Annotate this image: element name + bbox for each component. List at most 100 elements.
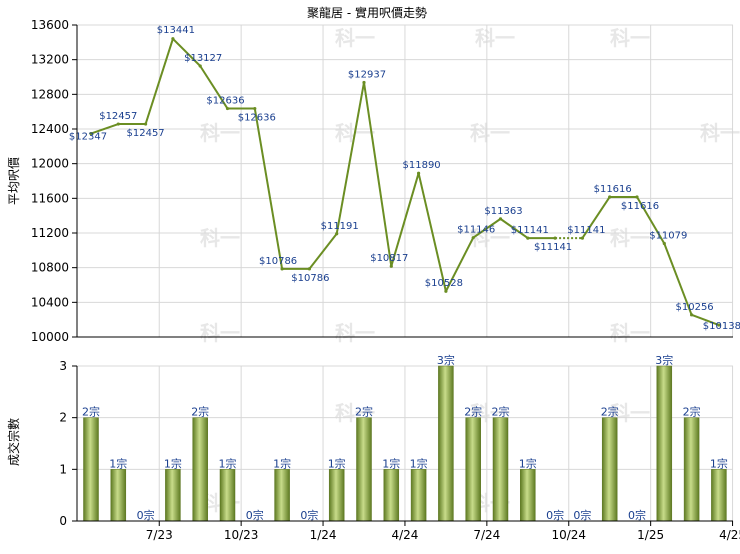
bottom-y-tick-label: 3 bbox=[59, 359, 67, 373]
line-point bbox=[580, 236, 585, 240]
bar bbox=[683, 417, 700, 522]
top-y-tick-label: 12800 bbox=[31, 87, 69, 101]
bar-label: 2宗 bbox=[355, 405, 373, 419]
point-label: $11146 bbox=[457, 225, 495, 236]
point-label: $11363 bbox=[484, 206, 522, 217]
bar-label: 2宗 bbox=[464, 405, 482, 419]
x-tick-label: 10/23 bbox=[224, 528, 259, 542]
bar bbox=[274, 469, 290, 522]
bar-label: 0宗 bbox=[300, 508, 318, 522]
top-y-tick-label: 13600 bbox=[31, 18, 69, 32]
watermark-text: 科一 bbox=[475, 26, 515, 50]
point-label: $12347 bbox=[69, 132, 107, 143]
bar-label: 1宗 bbox=[328, 456, 346, 470]
bar-label: 2宗 bbox=[191, 405, 209, 419]
bar bbox=[165, 469, 181, 522]
x-tick-label: 4/25 bbox=[719, 528, 740, 542]
line-segment bbox=[363, 82, 393, 267]
point-label: $11141 bbox=[534, 242, 572, 253]
x-tick-label: 1/24 bbox=[310, 528, 337, 542]
line-point bbox=[116, 122, 120, 126]
line-segment bbox=[636, 196, 666, 244]
line-point bbox=[335, 232, 339, 236]
bottom-y-tick-label: 0 bbox=[59, 514, 67, 528]
x-tick-label: 4/24 bbox=[391, 528, 418, 542]
top-grid bbox=[77, 24, 734, 338]
bar bbox=[410, 469, 427, 522]
point-label: $11616 bbox=[621, 201, 659, 212]
point-label: $11616 bbox=[594, 184, 632, 195]
bottom-y-tick-label: 2 bbox=[59, 411, 67, 425]
bar bbox=[383, 469, 400, 522]
bar-label: 2宗 bbox=[82, 405, 100, 419]
bottom-y-tick-label: 1 bbox=[59, 462, 67, 476]
x-tick-label: 10/24 bbox=[551, 528, 586, 542]
top-y-tick-label: 10400 bbox=[31, 295, 69, 309]
bar bbox=[520, 469, 536, 522]
line-point bbox=[444, 289, 448, 293]
bar bbox=[219, 469, 236, 522]
line-point bbox=[662, 241, 666, 246]
point-label: $13441 bbox=[157, 25, 195, 36]
top-y-tick-label: 12000 bbox=[31, 157, 69, 171]
x-axis-ticks: 7/23 10/23 1/24 4/24 7/24 10/24 1/25 4/25 bbox=[146, 521, 740, 542]
point-label: $11141 bbox=[511, 225, 549, 236]
line-point bbox=[280, 267, 284, 271]
bar-label: 1宗 bbox=[710, 456, 728, 470]
top-y-ticks: 10000 10400 10800 11200 11600 12000 12400 12800… bbox=[31, 18, 77, 344]
bar-series: 2宗 1宗 0宗 1宗 2宗 1宗 0宗 1宗 0宗 1宗 2宗 1宗 1宗 3宗 2宗 2宗 1宗 0宗 0宗 2宗… bbox=[82, 353, 728, 522]
watermark-text: 科一 bbox=[610, 226, 650, 250]
line-point bbox=[307, 267, 311, 271]
point-label: $12636 bbox=[238, 113, 276, 124]
line-segment bbox=[581, 196, 611, 239]
line-segment bbox=[472, 218, 502, 239]
point-label: $12937 bbox=[348, 69, 386, 80]
line-segment bbox=[253, 108, 284, 270]
watermark-text: 科一 bbox=[470, 121, 510, 145]
line-point bbox=[417, 171, 421, 175]
line-point bbox=[526, 236, 530, 240]
line-segment bbox=[335, 82, 365, 234]
top-y-tick-label: 13200 bbox=[31, 53, 69, 67]
bar bbox=[465, 417, 481, 522]
line-point bbox=[362, 80, 366, 85]
bottom-grid bbox=[77, 365, 734, 522]
point-label: $10256 bbox=[676, 302, 714, 313]
line-segment bbox=[144, 38, 174, 125]
watermark-text: 科一 bbox=[335, 321, 375, 345]
bar-label: 2宗 bbox=[492, 405, 510, 419]
watermark-text: 科一 bbox=[610, 321, 650, 345]
line-point bbox=[471, 236, 475, 240]
top-y-tick-label: 11200 bbox=[31, 226, 69, 240]
line-segment bbox=[172, 38, 201, 67]
top-y-tick-label: 11600 bbox=[31, 191, 69, 205]
bar-label: 1宗 bbox=[109, 456, 127, 470]
line-point bbox=[225, 106, 230, 111]
line-point bbox=[553, 236, 557, 240]
top-y-tick-label: 10800 bbox=[31, 261, 69, 275]
bar-label: 0宗 bbox=[573, 508, 591, 522]
point-label: $11890 bbox=[403, 160, 441, 171]
bar-label: 3宗 bbox=[437, 353, 455, 367]
point-label: $12457 bbox=[127, 128, 165, 139]
bar-label: 2宗 bbox=[683, 405, 701, 419]
bar bbox=[83, 417, 99, 522]
line-segment bbox=[308, 233, 338, 270]
bottom-y-ticks: 0 1 2 3 bbox=[59, 359, 77, 528]
point-label: $12457 bbox=[99, 111, 137, 122]
point-label: $10786 bbox=[291, 273, 329, 284]
watermark-text: 科一 bbox=[700, 121, 740, 145]
bar bbox=[192, 417, 208, 522]
bar-label: 3宗 bbox=[655, 353, 673, 367]
bar-label: 0宗 bbox=[137, 508, 155, 522]
line-segment bbox=[691, 313, 720, 326]
bar-label: 1宗 bbox=[164, 456, 182, 470]
bar-label: 0宗 bbox=[246, 508, 264, 522]
line-point bbox=[717, 323, 721, 327]
top-y-axis-label: 平均呎價 bbox=[7, 157, 21, 205]
line-point bbox=[690, 313, 694, 317]
bar-label: 0宗 bbox=[546, 508, 564, 522]
point-label: $12636 bbox=[206, 96, 244, 107]
watermark-text: 科一 bbox=[200, 226, 240, 250]
